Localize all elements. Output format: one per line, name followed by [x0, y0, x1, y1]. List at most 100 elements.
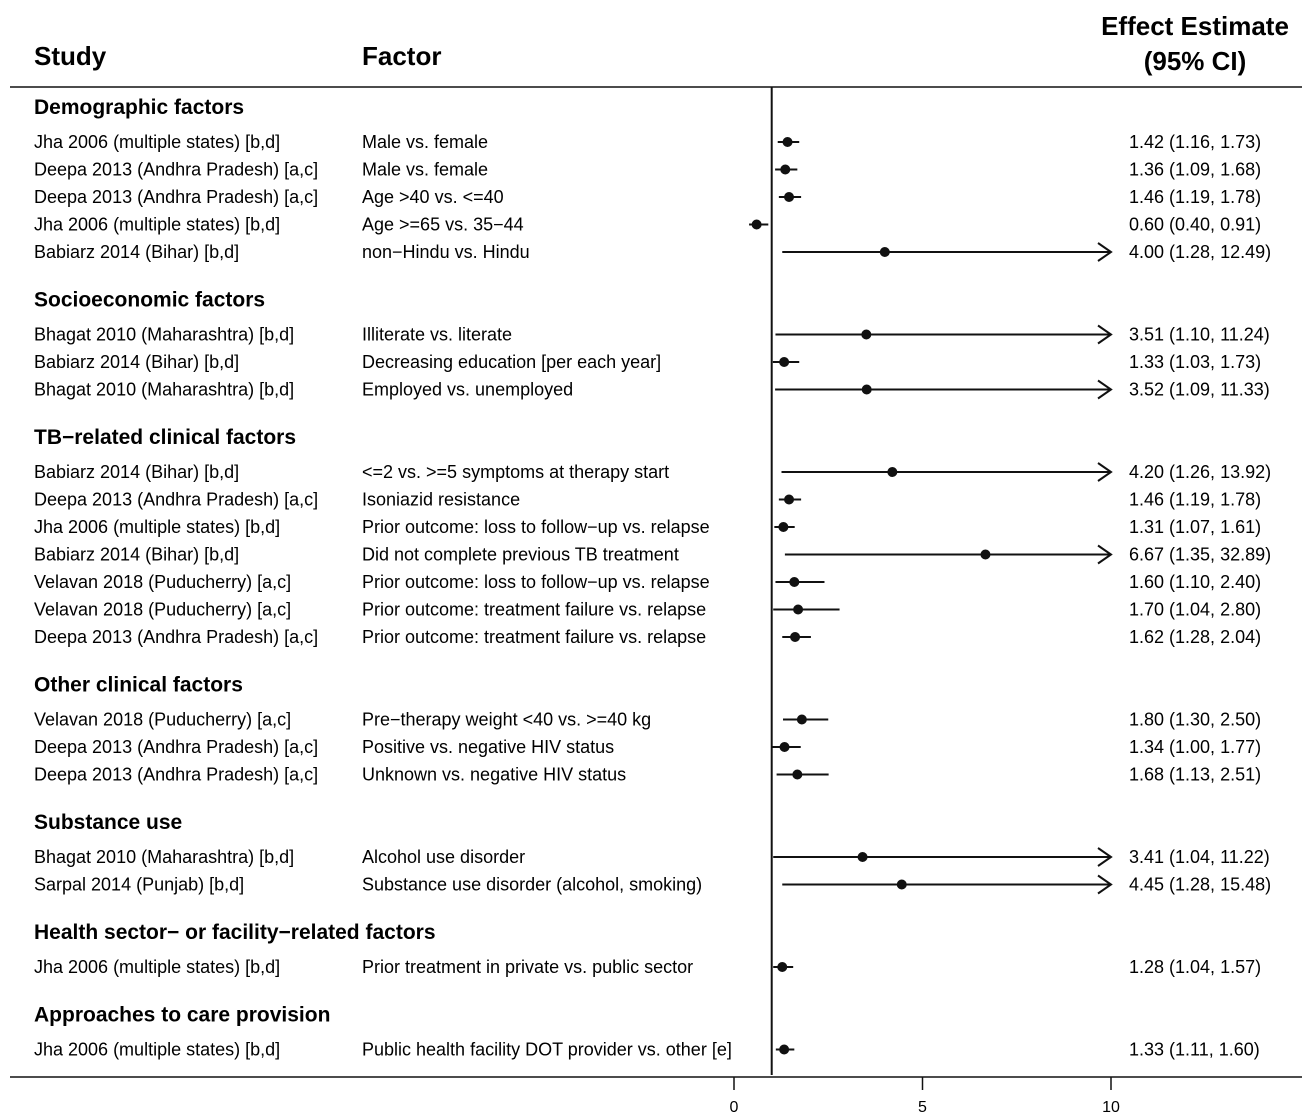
- study-label: Jha 2006 (multiple states) [b,d]: [34, 1040, 280, 1060]
- factor-label: Prior outcome: loss to follow−up vs. rel…: [362, 572, 710, 592]
- factor-column-header: Factor: [362, 41, 441, 71]
- estimate-label: 1.80 (1.30, 2.50): [1129, 710, 1261, 730]
- estimate-label: 1.42 (1.16, 1.73): [1129, 132, 1261, 152]
- factor-label: Substance use disorder (alcohol, smoking…: [362, 875, 702, 895]
- factor-label: Age >40 vs. <=40: [362, 187, 504, 207]
- point-estimate: [784, 192, 795, 202]
- estimate-label: 1.60 (1.10, 2.40): [1129, 572, 1261, 592]
- group-heading: TB−related clinical factors: [34, 426, 296, 449]
- study-column-header: Study: [34, 41, 107, 71]
- point-estimate: [887, 467, 898, 477]
- factor-label: Age >=65 vs. 35−44: [362, 215, 524, 235]
- point-estimate: [779, 357, 790, 367]
- ci-arrow: [1097, 242, 1113, 262]
- point-estimate: [793, 604, 804, 615]
- point-estimate: [980, 549, 991, 560]
- estimate-label: 1.46 (1.19, 1.78): [1129, 490, 1261, 510]
- study-label: Jha 2006 (multiple states) [b,d]: [34, 132, 280, 152]
- group-heading: Demographic factors: [34, 96, 244, 119]
- estimate-label: 1.34 (1.00, 1.77): [1129, 737, 1261, 757]
- group-heading: Socioeconomic factors: [34, 289, 265, 312]
- factor-label: Did not complete previous TB treatment: [362, 545, 679, 565]
- study-label: Babiarz 2014 (Bihar) [b,d]: [34, 545, 239, 565]
- ci-arrow: [1097, 544, 1113, 565]
- point-estimate: [796, 714, 807, 725]
- factor-label: Pre−therapy weight <40 vs. >=40 kg: [362, 710, 651, 730]
- study-label: Velavan 2018 (Puducherry) [a,c]: [34, 572, 291, 592]
- point-estimate: [861, 384, 872, 395]
- estimate-label: 3.52 (1.09, 11.33): [1129, 380, 1270, 400]
- point-estimate: [790, 632, 801, 642]
- group-heading: Other clinical factors: [34, 674, 243, 697]
- study-label: Deepa 2013 (Andhra Pradesh) [a,c]: [34, 737, 318, 757]
- estimate-label: 1.31 (1.07, 1.61): [1129, 517, 1261, 537]
- point-estimate: [778, 522, 789, 532]
- plot-body: Demographic factors Jha 2006 (multiple st…: [10, 87, 1302, 1116]
- factor-label: Employed vs. unemployed: [362, 380, 573, 400]
- ci-arrow: [1097, 379, 1113, 400]
- point-estimate: [896, 879, 907, 890]
- factor-label: Prior outcome: treatment failure vs. rel…: [362, 600, 706, 620]
- factor-label: non−Hindu vs. Hindu: [362, 242, 530, 262]
- point-estimate: [780, 164, 791, 175]
- factor-label: Prior outcome: loss to follow−up vs. rel…: [362, 517, 710, 537]
- study-label: Babiarz 2014 (Bihar) [b,d]: [34, 242, 239, 262]
- study-label: Deepa 2013 (Andhra Pradesh) [a,c]: [34, 490, 318, 510]
- x-tick-label: 0: [730, 1099, 739, 1116]
- x-tick-label: 5: [918, 1099, 927, 1116]
- estimate-label: 1.33 (1.11, 1.60): [1129, 1040, 1260, 1060]
- estimate-label: 1.33 (1.03, 1.73): [1129, 352, 1261, 372]
- point-estimate: [751, 219, 762, 230]
- estimate-label: 3.51 (1.10, 11.24): [1129, 325, 1270, 345]
- factor-label: Positive vs. negative HIV status: [362, 737, 614, 757]
- study-label: Babiarz 2014 (Bihar) [b,d]: [34, 462, 239, 482]
- ci-arrow: [1097, 847, 1113, 867]
- x-tick-label: 10: [1102, 1099, 1120, 1116]
- point-estimate: [779, 1044, 790, 1055]
- estimate-label: 4.00 (1.28, 12.49): [1129, 242, 1271, 262]
- point-estimate: [777, 962, 788, 972]
- factor-label: Male vs. female: [362, 160, 488, 180]
- estimate-label: 1.62 (1.28, 2.04): [1129, 627, 1261, 647]
- estimate-label: 4.45 (1.28, 15.48): [1129, 875, 1271, 895]
- study-label: Deepa 2013 (Andhra Pradesh) [a,c]: [34, 160, 318, 180]
- study-label: Jha 2006 (multiple states) [b,d]: [34, 957, 280, 977]
- point-estimate: [792, 769, 803, 780]
- study-label: Bhagat 2010 (Maharashtra) [b,d]: [34, 380, 294, 400]
- study-label: Bhagat 2010 (Maharashtra) [b,d]: [34, 847, 294, 867]
- study-label: Velavan 2018 (Puducherry) [a,c]: [34, 710, 291, 730]
- ci-arrow: [1097, 874, 1113, 895]
- factor-label: Illiterate vs. literate: [362, 325, 512, 345]
- estimate-label: 1.70 (1.04, 2.80): [1129, 600, 1261, 620]
- study-label: Deepa 2013 (Andhra Pradesh) [a,c]: [34, 187, 318, 207]
- study-label: Jha 2006 (multiple states) [b,d]: [34, 215, 280, 235]
- point-estimate: [879, 247, 890, 257]
- estimate-column-header-line2: (95% CI): [1144, 46, 1247, 76]
- factor-label: Decreasing education [per each year]: [362, 352, 661, 372]
- point-estimate: [784, 494, 795, 505]
- estimate-label: 1.68 (1.13, 2.51): [1129, 765, 1261, 785]
- factor-label: <=2 vs. >=5 symptoms at therapy start: [362, 462, 669, 482]
- point-estimate: [782, 137, 793, 147]
- point-estimate: [789, 577, 800, 587]
- point-estimate: [779, 742, 790, 752]
- estimate-label: 4.20 (1.26, 13.92): [1129, 462, 1271, 482]
- point-estimate: [857, 852, 868, 862]
- factor-label: Isoniazid resistance: [362, 490, 520, 510]
- factor-label: Public health facility DOT provider vs. …: [362, 1040, 732, 1060]
- group-heading: Health sector− or facility−related facto…: [34, 921, 436, 944]
- study-label: Velavan 2018 (Puducherry) [a,c]: [34, 600, 291, 620]
- estimate-label: 1.36 (1.09, 1.68): [1129, 160, 1261, 180]
- point-estimate: [861, 329, 872, 340]
- factor-label: Male vs. female: [362, 132, 488, 152]
- estimate-label: 0.60 (0.40, 0.91): [1129, 215, 1261, 235]
- factor-label: Alcohol use disorder: [362, 847, 525, 867]
- estimate-column-header-line1: Effect Estimate: [1101, 11, 1289, 41]
- study-label: Deepa 2013 (Andhra Pradesh) [a,c]: [34, 765, 318, 785]
- estimate-label: 1.28 (1.04, 1.57): [1129, 957, 1261, 977]
- factor-label: Prior treatment in private vs. public se…: [362, 957, 693, 977]
- study-label: Deepa 2013 (Andhra Pradesh) [a,c]: [34, 627, 318, 647]
- group-heading: Substance use: [34, 811, 182, 834]
- factor-label: Unknown vs. negative HIV status: [362, 765, 626, 785]
